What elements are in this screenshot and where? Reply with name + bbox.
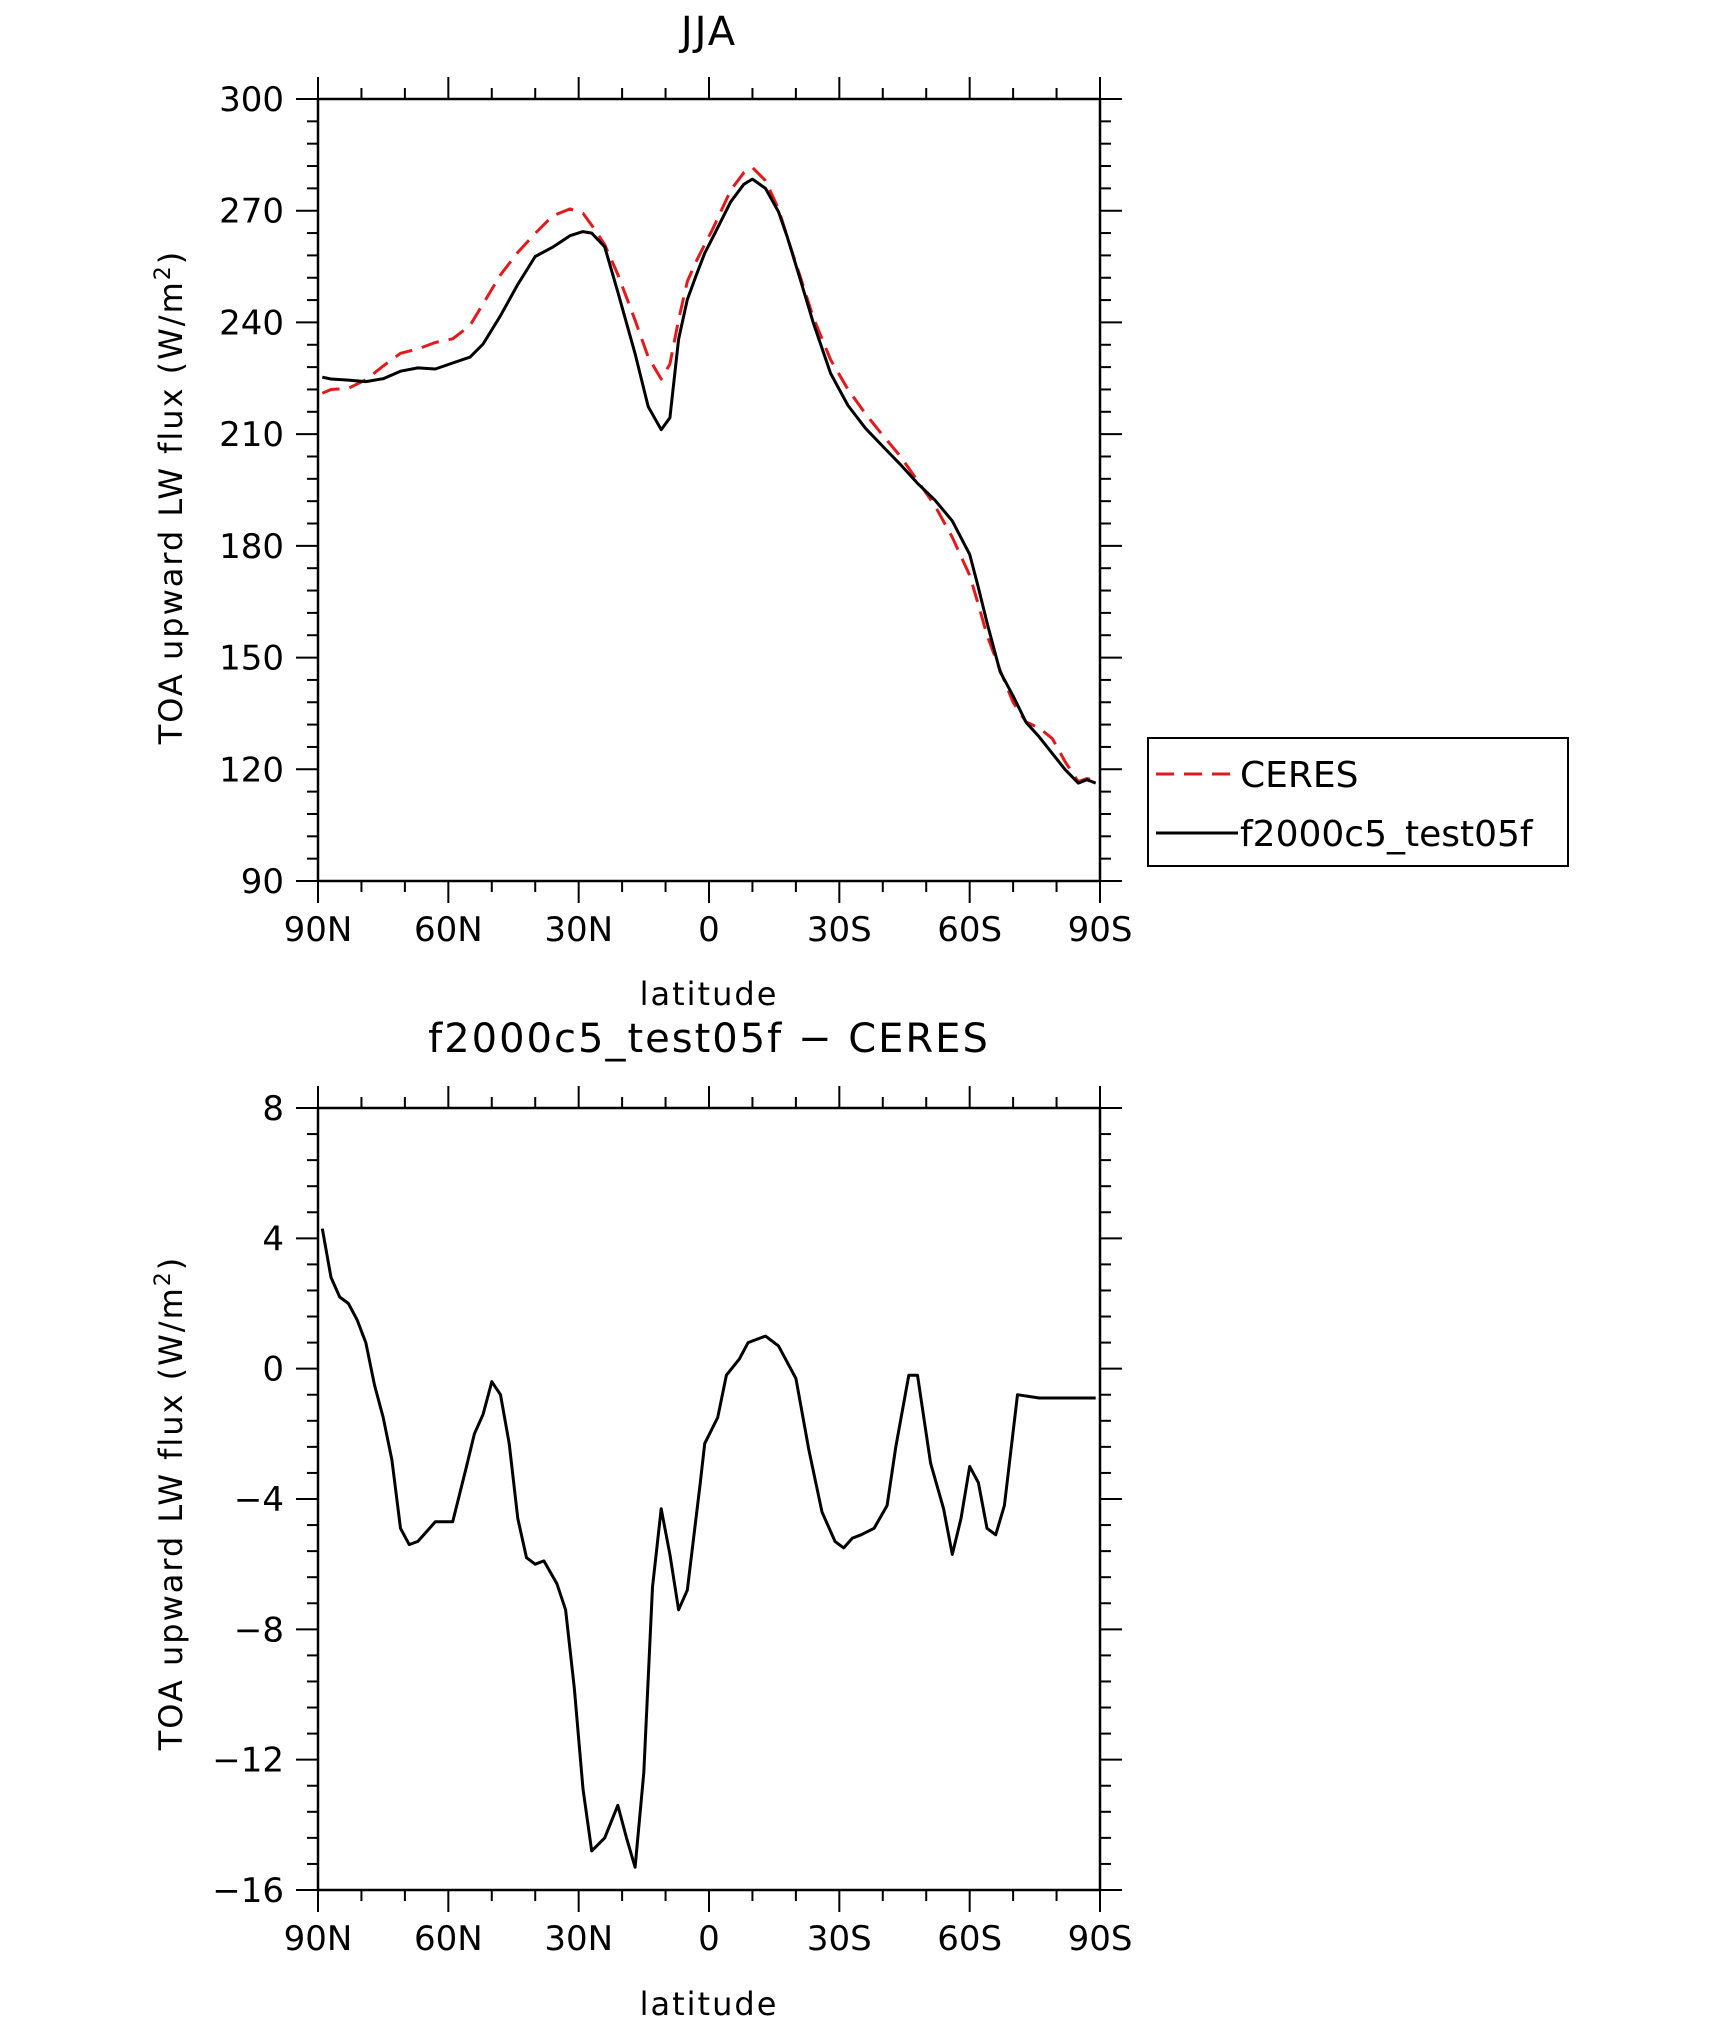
y-tick-label: 4 <box>262 1219 284 1259</box>
plot-frame <box>316 97 1102 883</box>
x-tick-label: 30N <box>544 1919 613 1959</box>
y-tick-label: 240 <box>219 303 284 343</box>
bottom-panel: f2000c5_test05f − CERES −16 −12 −8 −4 0 4 8 90N… <box>151 1016 1132 2021</box>
x-tick-label: 0 <box>698 1919 720 1959</box>
series-line-ceres <box>321 166 1097 784</box>
bottom-y-axis-label: TOA upward LW flux (W/m2) <box>151 1256 190 1752</box>
x-tick-label: 60N <box>414 910 483 950</box>
y-tick-label: 8 <box>262 1089 284 1129</box>
top-y-axis-label-text: TOA upward LW flux (W/m <box>152 280 190 745</box>
y-tick-label: 0 <box>262 1350 284 1390</box>
series-line-model <box>320 1228 1096 1869</box>
y-tick-label: 300 <box>219 80 284 120</box>
bottom-y-axis-label-sup: 2 <box>151 1270 176 1286</box>
x-tick-label: 30N <box>544 910 613 950</box>
y-tick-label: −8 <box>234 1610 284 1650</box>
x-tick-label: 30S <box>807 910 872 950</box>
y-tick-label: −16 <box>212 1871 284 1911</box>
y-tick-label: 90 <box>241 862 284 902</box>
legend-label-ceres: CERES <box>1240 755 1359 796</box>
y-tick-label: 210 <box>219 415 284 455</box>
x-tick-label: 60S <box>937 910 1002 950</box>
x-tick-label: 90S <box>1068 1919 1133 1959</box>
y-tick-label: 150 <box>219 639 284 679</box>
y-tick-label: 120 <box>219 750 284 790</box>
bottom-plot-area: −16 −12 −8 −4 0 4 8 90N 60N 30N 0 30S 60S 90S <box>212 1086 1132 1959</box>
top-y-axis-label-close: ) <box>152 250 190 264</box>
x-tick-label: 90N <box>284 910 353 950</box>
legend-label-model: f2000c5_test05f <box>1240 814 1534 855</box>
top-y-axis-label-sup: 2 <box>151 264 176 280</box>
x-tick-label: 90S <box>1068 910 1133 950</box>
legend: CERES f2000c5_test05f <box>1147 737 1569 867</box>
bottom-y-axis-label-close: ) <box>152 1256 190 1270</box>
y-tick-label: 180 <box>219 527 284 567</box>
top-panel: JJA 90 120 150 180 210 240 270 300 90N 60N 30N 0 30S… <box>151 9 1569 1013</box>
top-y-axis-label: TOA upward LW flux (W/m2) <box>151 250 190 746</box>
x-tick-label: 90N <box>284 1919 353 1959</box>
y-tick-label: −12 <box>212 1741 284 1781</box>
bottom-x-axis-label: latitude <box>640 1985 779 2021</box>
y-tick-label: −4 <box>234 1480 284 1520</box>
x-tick-label: 30S <box>807 1919 872 1959</box>
top-plot-area: 90 120 150 180 210 240 270 300 90N 60N 30N 0 30S 60S 9… <box>219 77 1132 950</box>
x-tick-label: 60N <box>414 1919 483 1959</box>
top-x-axis-label: latitude <box>640 975 779 1013</box>
y-tick-label: 270 <box>219 192 284 232</box>
bottom-chart-title: f2000c5_test05f − CERES <box>428 1016 990 1062</box>
top-chart-title: JJA <box>678 9 737 55</box>
series-line-model <box>321 177 1097 785</box>
x-tick-label: 0 <box>698 910 720 950</box>
x-tick-label: 60S <box>937 1919 1002 1959</box>
bottom-y-axis-label-text: TOA upward LW flux (W/m <box>152 1286 190 1751</box>
legend-box <box>1147 737 1569 867</box>
